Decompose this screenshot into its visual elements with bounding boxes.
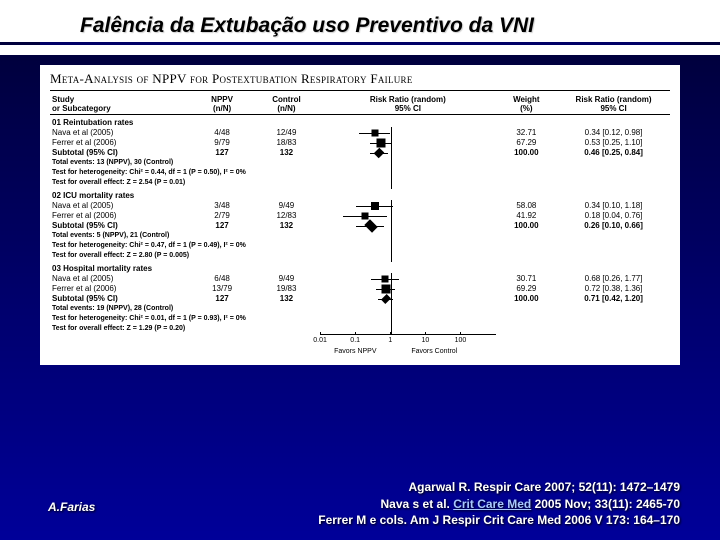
col-rr-plot: Risk Ratio (random)95% CI <box>320 94 496 115</box>
table-row: Nava et al (2005)6/489/4930.710.68 [0.26… <box>50 274 670 284</box>
col-rr-text: Risk Ratio (random)95% CI <box>557 94 670 115</box>
table-header: Studyor Subcategory NPPV(n/N) Control(n/… <box>50 94 670 115</box>
col-nppv: NPPV(n/N) <box>191 94 253 115</box>
table-row: Ferrer et al (2006)13/7919/8369.290.72 [… <box>50 284 670 294</box>
meta-analysis-title: Meta-Analysis of NPPV for Postextubation… <box>50 71 670 91</box>
col-weight: Weight(%) <box>496 94 558 115</box>
citations-block: Agarwal R. Respir Care 2007; 52(11): 147… <box>40 479 680 528</box>
forest-table: Studyor Subcategory NPPV(n/N) Control(n/… <box>50 94 670 359</box>
table-row: Ferrer et al (2006)9/7918/8367.290.53 [0… <box>50 138 670 148</box>
col-control: Control(n/N) <box>253 94 320 115</box>
table-row: Nava et al (2005)4/4812/4932.710.34 [0.1… <box>50 128 670 138</box>
page-title: Falência da Extubação uso Preventivo da … <box>0 6 720 42</box>
col-study: Studyor Subcategory <box>50 94 191 115</box>
table-row: Nava et al (2005)3/489/4958.080.34 [0.10… <box>50 201 670 211</box>
forest-plot-panel: Meta-Analysis of NPPV for Postextubation… <box>40 65 680 365</box>
table-row: Ferrer et al (2006)2/7912/8341.920.18 [0… <box>50 211 670 221</box>
